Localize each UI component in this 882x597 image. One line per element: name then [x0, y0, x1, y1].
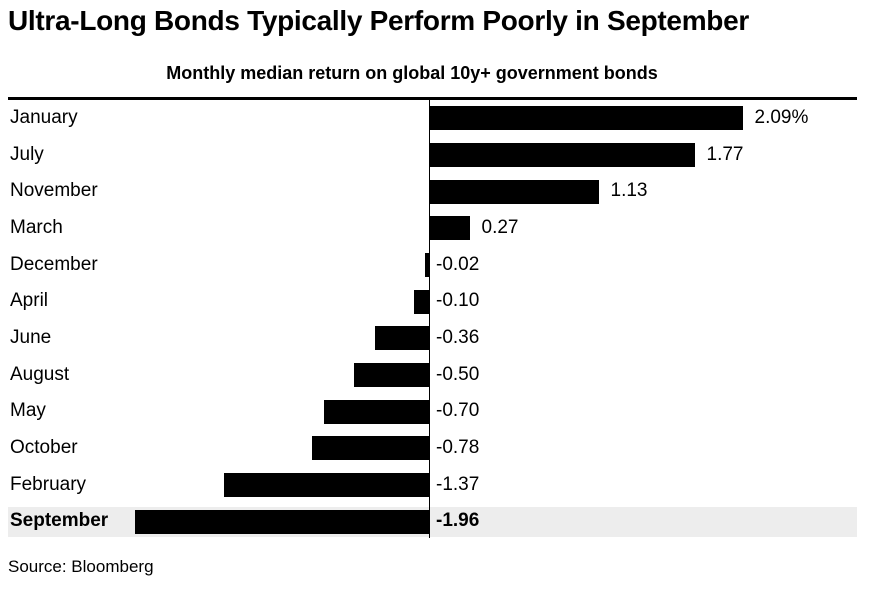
chart-subtitle: Monthly median return on global 10y+ gov…: [166, 63, 658, 83]
chart-row-july: July 1.77: [0, 137, 882, 174]
bar-april: [414, 289, 429, 314]
top-rule: [8, 97, 857, 100]
bar-november: [429, 179, 599, 204]
value-label: -1.96: [436, 510, 480, 532]
month-label: November: [10, 180, 98, 202]
chart-row-september: September -1.96: [0, 503, 882, 540]
bar-june: [375, 326, 429, 351]
month-label: December: [10, 253, 98, 275]
month-label: October: [10, 437, 78, 458]
month-label: February: [10, 473, 87, 495]
chart-title: Ultra-Long Bonds Typically Perform Poorl…: [8, 5, 749, 36]
chart-row-december: December -0.02: [0, 247, 882, 284]
chart-row-june: June -0.36: [0, 320, 882, 357]
value-label: -0.36: [436, 327, 480, 348]
chart-row-february: February -1.37: [0, 467, 882, 504]
chart-row-march: March 0.27: [0, 210, 882, 247]
value-label: 2.09%: [754, 107, 809, 128]
value-label: -0.02: [436, 253, 480, 275]
month-label: May: [10, 400, 46, 422]
month-label: September: [10, 510, 109, 532]
month-label: June: [10, 327, 52, 348]
chart-row-november: November 1.13: [0, 173, 882, 210]
bar-march: [429, 216, 470, 241]
chart-row-may: May -0.70: [0, 393, 882, 430]
chart-row-october: October -0.78: [0, 430, 882, 467]
source-note: Source: Bloomberg: [8, 557, 154, 576]
bar-july: [429, 142, 695, 167]
bar-december: [425, 252, 429, 277]
bar-january: [429, 106, 743, 131]
chart-row-january: January 2.09%: [0, 100, 882, 137]
value-label: -0.50: [436, 363, 480, 385]
bar-september: [135, 509, 429, 534]
bar-august: [354, 362, 429, 387]
value-label: -0.70: [436, 400, 480, 422]
chart-row-august: August -0.50: [0, 357, 882, 394]
value-label: -0.10: [436, 290, 480, 312]
value-label: 0.27: [481, 217, 519, 238]
bar-chart: January 2.09% July 1.77 November 1.13 March 0.2…: [0, 100, 882, 540]
bar-october: [312, 436, 429, 461]
month-label: July: [10, 143, 44, 165]
zero-axis-line: [428, 100, 430, 538]
month-label: March: [10, 217, 63, 238]
month-label: January: [10, 107, 78, 128]
bar-may: [324, 399, 429, 424]
value-label: -1.37: [436, 473, 480, 495]
month-label: April: [10, 290, 49, 312]
chart-row-april: April -0.10: [0, 283, 882, 320]
value-label: 1.77: [706, 143, 744, 165]
month-label: August: [10, 363, 70, 385]
bar-february: [223, 472, 429, 497]
value-label: -0.78: [436, 437, 480, 458]
value-label: 1.13: [610, 180, 648, 202]
